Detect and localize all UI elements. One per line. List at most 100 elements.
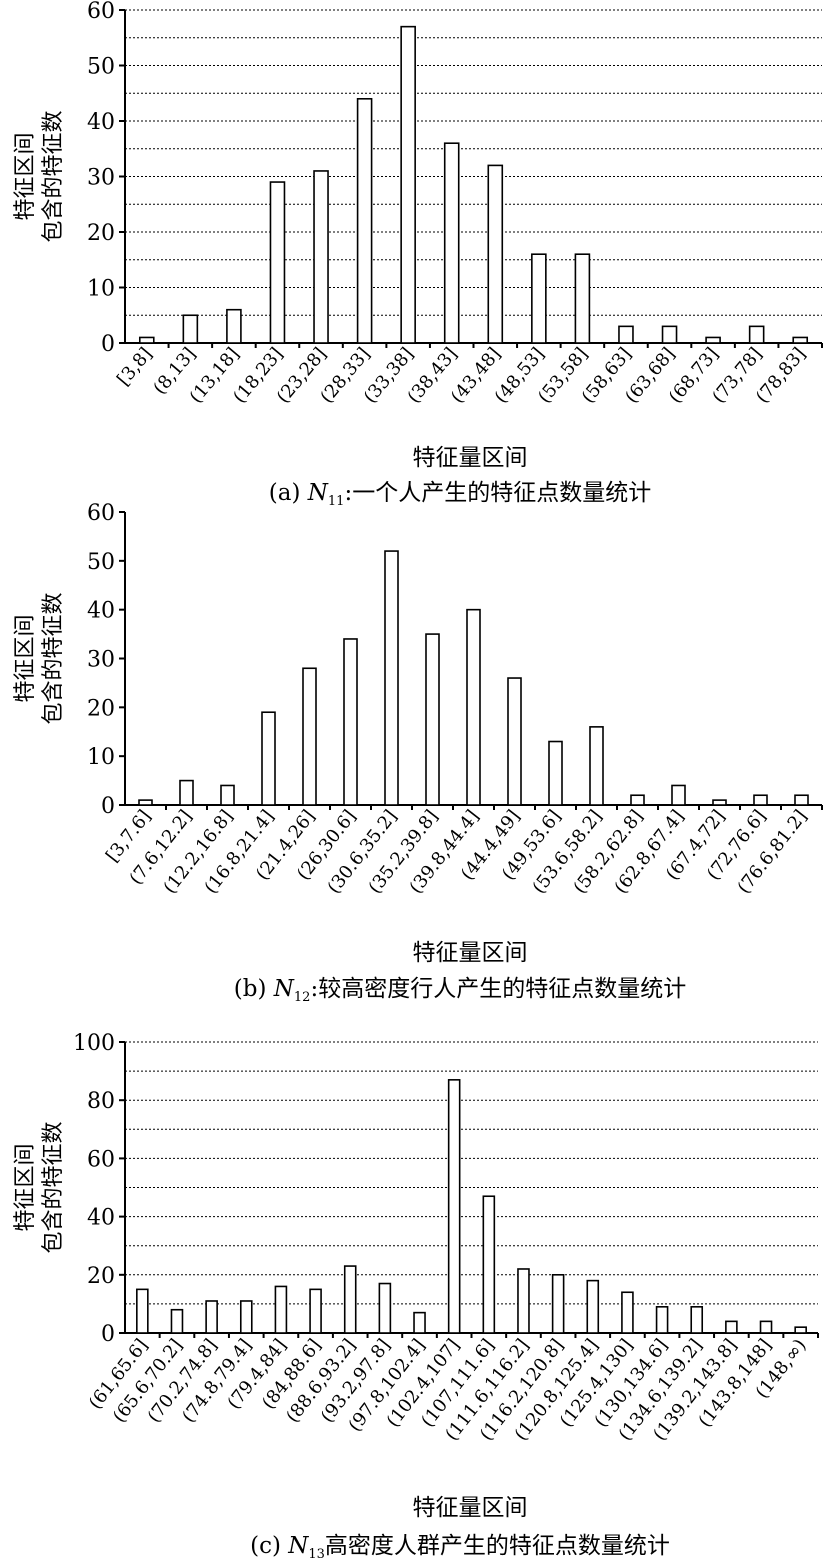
y-tick-label: 20 [87, 1264, 115, 1289]
y-axis-title-line2: 包含的特征数 [41, 592, 66, 724]
bar [671, 784, 686, 806]
bar [548, 740, 563, 806]
bar [531, 253, 547, 344]
caption-prefix: (c) [250, 1533, 288, 1559]
caption-symbol: N [307, 480, 329, 506]
y-axis-title-line1: 特征区间 [13, 614, 38, 702]
y-tick-label: 0 [101, 1322, 115, 1347]
y-tick-label: 40 [87, 599, 115, 624]
bar [179, 779, 194, 806]
bar [400, 25, 416, 344]
bar [466, 608, 481, 806]
y-tick-label: 100 [73, 1031, 115, 1056]
y-axis-title-line2: 包含的特征数 [41, 1121, 66, 1253]
y-tick-label: 10 [87, 277, 115, 302]
bar [170, 1308, 184, 1334]
bar [759, 1320, 773, 1334]
y-tick-label: 20 [87, 696, 115, 721]
chart-caption: (c) N13高密度人群产生的特征点数量统计 [250, 1533, 670, 1562]
chart-panel-3: 020406080100(61,65.6](65.6,70.2](70.2,74… [13, 1031, 819, 1562]
bar [551, 1274, 565, 1334]
bar [226, 308, 242, 344]
caption-subscript: 12 [294, 990, 311, 1005]
bar [655, 1306, 669, 1334]
y-axis-title-line1: 特征区间 [13, 132, 38, 220]
bar [705, 336, 721, 344]
y-tick-label: 30 [87, 166, 115, 191]
bar [792, 336, 809, 344]
bar [586, 1279, 600, 1334]
y-tick-label: 60 [87, 501, 115, 526]
bar [753, 794, 768, 806]
caption-text: :较高密度行人产生的特征点数量统计 [310, 976, 686, 1002]
chart-caption: (b) N12:较高密度行人产生的特征点数量统计 [234, 976, 686, 1005]
bar [138, 336, 155, 344]
y-tick-label: 40 [87, 1206, 115, 1231]
caption-text: 高密度人群产生的特征点数量统计 [325, 1533, 670, 1559]
y-tick-label: 0 [101, 794, 115, 819]
bar [725, 1320, 738, 1334]
bar [261, 711, 276, 806]
bar [621, 1291, 634, 1334]
y-tick-label: 60 [87, 0, 115, 24]
y-axis-title-line2: 包含的特征数 [41, 110, 66, 242]
bar [136, 1288, 149, 1334]
caption-prefix: (b) [234, 976, 274, 1002]
caption-subscript: 13 [308, 1547, 325, 1562]
caption-prefix: (a) [269, 480, 308, 506]
chart-caption: (a) N11:一个人产生的特征点数量统计 [269, 480, 651, 509]
x-axis-title: 特征量区间 [413, 1495, 528, 1521]
bar [425, 633, 440, 806]
bar [507, 677, 522, 806]
bar [690, 1306, 704, 1334]
caption-text: :一个人产生的特征点数量统计 [344, 480, 651, 506]
y-tick-label: 20 [87, 221, 115, 246]
caption-symbol: N [287, 1533, 309, 1559]
bar [447, 1079, 461, 1334]
y-tick-label: 0 [101, 332, 115, 357]
bar [378, 1282, 392, 1334]
bar [309, 1288, 322, 1334]
bar [205, 1300, 218, 1334]
bar [630, 794, 645, 806]
bar [712, 799, 727, 806]
bar [274, 1285, 288, 1334]
bar [794, 1326, 807, 1334]
bar [182, 314, 199, 344]
y-tick-label: 10 [87, 745, 115, 770]
bar [794, 794, 809, 806]
x-axis-title: 特征量区间 [413, 940, 528, 966]
bar [482, 1195, 496, 1334]
y-tick-label: 40 [87, 110, 115, 135]
x-axis-title: 特征量区间 [413, 445, 528, 471]
caption-subscript: 11 [328, 494, 345, 509]
bar [487, 164, 504, 344]
bar [302, 667, 317, 806]
y-tick-label: 50 [87, 55, 115, 80]
bar [356, 98, 373, 344]
caption-symbol: N [273, 976, 295, 1002]
bar [220, 784, 235, 806]
bar [269, 181, 286, 344]
bar [313, 170, 329, 344]
bar [748, 325, 765, 344]
y-tick-label: 50 [87, 550, 115, 575]
y-axis-title-line1: 特征区间 [13, 1143, 38, 1231]
bar [413, 1311, 426, 1334]
y-tick-label: 30 [87, 648, 115, 673]
bar [443, 142, 460, 344]
bar [661, 325, 678, 344]
y-tick-label: 60 [87, 1147, 115, 1172]
bar [343, 1265, 357, 1334]
chart-panel-1: 0102030405060[3,8](8,13](13,18](18,23](2… [13, 0, 823, 509]
bar [618, 325, 634, 344]
bar [574, 253, 591, 344]
chart-panel-2: 0102030405060[3,7.6](7.6,12.2](12.2,16.8… [13, 501, 823, 1005]
bar [517, 1268, 530, 1334]
bar [343, 638, 358, 806]
bar [384, 550, 399, 806]
bar [589, 726, 604, 806]
bar [239, 1300, 253, 1334]
